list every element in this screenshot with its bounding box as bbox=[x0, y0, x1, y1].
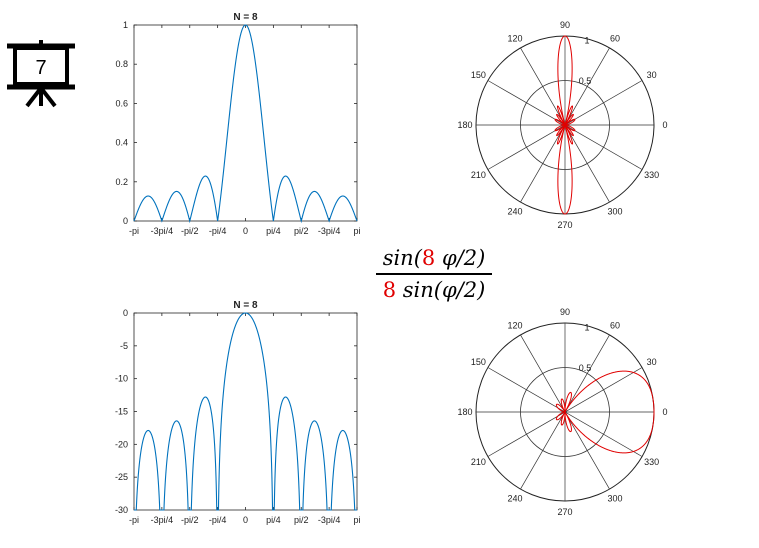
angle-label: 210 bbox=[471, 457, 486, 467]
angle-label: 180 bbox=[457, 407, 472, 417]
angle-label: 180 bbox=[457, 120, 472, 130]
x-tick-label: pi/4 bbox=[266, 226, 281, 236]
formula-num-n: 8 bbox=[421, 246, 436, 270]
x-tick-label: -pi bbox=[129, 515, 139, 525]
y-tick-label: 0.6 bbox=[115, 98, 128, 108]
y-tick-label: 1 bbox=[123, 20, 128, 30]
x-tick-label: pi/2 bbox=[294, 515, 309, 525]
plot-area bbox=[133, 312, 358, 511]
radial-tick-label: 0.5 bbox=[579, 76, 592, 86]
angle-label: 0 bbox=[662, 120, 667, 130]
x-tick-label: -3pi/4 bbox=[151, 226, 174, 236]
y-tick-label: -10 bbox=[115, 374, 128, 384]
fraction-bar bbox=[376, 273, 492, 275]
angle-label: 240 bbox=[507, 494, 522, 504]
x-tick-label: -3pi/4 bbox=[318, 515, 341, 525]
formula-den-n: 8 bbox=[382, 278, 397, 302]
formula-den-suffix: sin(φ/2) bbox=[396, 278, 486, 302]
angle-label: 300 bbox=[607, 207, 622, 217]
angle-label: 90 bbox=[560, 307, 570, 317]
angle-label: 150 bbox=[471, 70, 486, 80]
angle-label: 120 bbox=[507, 33, 522, 43]
x-tick-label: -pi/2 bbox=[181, 515, 199, 525]
plot-area bbox=[133, 24, 358, 222]
angle-label: 300 bbox=[607, 494, 622, 504]
slide-number: 7 bbox=[35, 57, 46, 79]
y-tick-label: 0 bbox=[123, 308, 128, 318]
y-tick-label: 0.2 bbox=[115, 177, 128, 187]
x-tick-label: pi bbox=[353, 515, 360, 525]
formula-denominator: 8 sin(φ/2) bbox=[372, 276, 496, 304]
y-tick-label: 0 bbox=[123, 216, 128, 226]
y-tick-label: 0.8 bbox=[115, 59, 128, 69]
x-tick-label: pi/2 bbox=[294, 226, 309, 236]
angle-label: 240 bbox=[507, 207, 522, 217]
angle-label: 270 bbox=[557, 220, 572, 230]
angle-label: 60 bbox=[610, 320, 620, 330]
x-tick-label: -3pi/4 bbox=[151, 515, 174, 525]
formula-numerator: sin(8 φ/2) bbox=[372, 244, 496, 272]
x-tick-label: -pi/4 bbox=[209, 515, 227, 525]
radial-tick-label: 1 bbox=[584, 35, 589, 45]
y-tick-label: 0.4 bbox=[115, 138, 128, 148]
data-series-line bbox=[133, 24, 358, 224]
angle-label: 210 bbox=[471, 170, 486, 180]
polar-pattern-line bbox=[555, 370, 655, 454]
y-tick-label: -5 bbox=[120, 341, 128, 351]
data-series-line bbox=[134, 312, 357, 511]
angle-label: 30 bbox=[647, 70, 657, 80]
x-tick-label: -pi bbox=[129, 226, 139, 236]
array-factor-formula: sin(8 φ/2) 8 sin(φ/2) bbox=[372, 244, 496, 304]
x-tick-label: -3pi/4 bbox=[318, 226, 341, 236]
chart-title: N = 8 bbox=[233, 12, 258, 23]
x-tick-label: pi/4 bbox=[266, 515, 281, 525]
formula-num-prefix: sin( bbox=[382, 246, 422, 270]
angle-label: 90 bbox=[560, 20, 570, 30]
y-tick-label: -25 bbox=[115, 472, 128, 482]
polar-pattern-line bbox=[554, 35, 576, 215]
y-tick-label: -15 bbox=[115, 407, 128, 417]
angle-label: 120 bbox=[507, 320, 522, 330]
angle-label: 330 bbox=[644, 457, 659, 467]
angle-label: 330 bbox=[644, 170, 659, 180]
angle-label: 270 bbox=[557, 507, 572, 517]
formula-num-suffix: φ/2) bbox=[435, 246, 486, 270]
y-tick-label: -20 bbox=[115, 439, 128, 449]
radial-tick-label: 1 bbox=[584, 322, 589, 332]
x-tick-label: 0 bbox=[243, 226, 248, 236]
angle-label: 0 bbox=[662, 407, 667, 417]
radial-tick-label: 0.5 bbox=[579, 363, 592, 373]
x-tick-label: -pi/2 bbox=[181, 226, 199, 236]
presentation-board-icon: 7 bbox=[7, 40, 75, 108]
angle-label: 30 bbox=[647, 357, 657, 367]
angle-label: 150 bbox=[471, 357, 486, 367]
y-tick-label: -30 bbox=[115, 505, 128, 515]
x-tick-label: 0 bbox=[243, 515, 248, 525]
chart-title: N = 8 bbox=[233, 300, 258, 311]
x-tick-label: pi bbox=[353, 226, 360, 236]
x-tick-label: -pi/4 bbox=[209, 226, 227, 236]
angle-label: 60 bbox=[610, 33, 620, 43]
